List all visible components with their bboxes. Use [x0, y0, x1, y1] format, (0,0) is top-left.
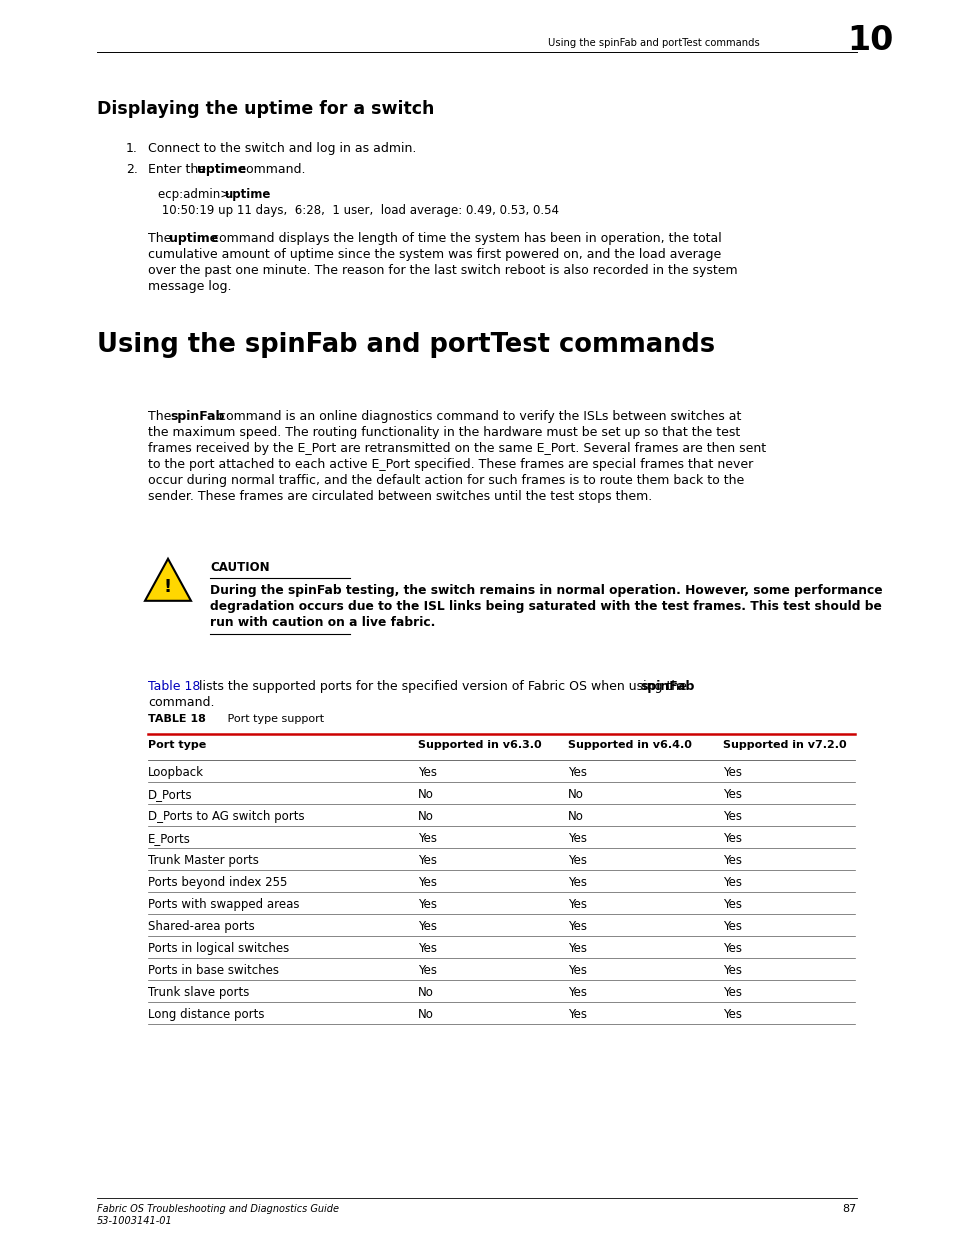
Text: Yes: Yes — [722, 853, 741, 867]
Text: During the spinFab testing, the switch remains in normal operation. However, som: During the spinFab testing, the switch r… — [210, 584, 882, 597]
Text: Yes: Yes — [567, 986, 586, 999]
Text: CAUTION: CAUTION — [210, 561, 270, 574]
Text: Yes: Yes — [722, 965, 741, 977]
Text: uptime: uptime — [224, 188, 270, 201]
Text: sender. These frames are circulated between switches until the test stops them.: sender. These frames are circulated betw… — [148, 490, 652, 503]
Text: E_Ports: E_Ports — [148, 832, 191, 845]
Text: Supported in v7.2.0: Supported in v7.2.0 — [722, 740, 845, 750]
Text: run with caution on a live fabric.: run with caution on a live fabric. — [210, 616, 435, 629]
Text: Yes: Yes — [417, 853, 436, 867]
Text: 87: 87 — [841, 1204, 856, 1214]
Text: No: No — [417, 788, 434, 802]
Text: Using the spinFab and portTest commands: Using the spinFab and portTest commands — [97, 332, 715, 358]
Text: 2.: 2. — [126, 163, 138, 177]
Text: 10:50:19 up 11 days,  6:28,  1 user,  load average: 0.49, 0.53, 0.54: 10:50:19 up 11 days, 6:28, 1 user, load … — [158, 204, 558, 217]
Text: Yes: Yes — [567, 766, 586, 779]
Text: command displays the length of time the system has been in operation, the total: command displays the length of time the … — [208, 232, 721, 245]
Text: D_Ports: D_Ports — [148, 788, 193, 802]
Text: over the past one minute. The reason for the last switch reboot is also recorded: over the past one minute. The reason for… — [148, 264, 737, 277]
Text: Loopback: Loopback — [148, 766, 204, 779]
Text: No: No — [567, 788, 583, 802]
Text: No: No — [567, 810, 583, 823]
Text: Yes: Yes — [567, 853, 586, 867]
Text: The: The — [148, 410, 175, 424]
Text: Yes: Yes — [722, 788, 741, 802]
Text: 53-1003141-01: 53-1003141-01 — [97, 1216, 172, 1226]
Text: Yes: Yes — [722, 942, 741, 955]
Text: Yes: Yes — [567, 1008, 586, 1021]
Text: command.: command. — [148, 697, 214, 709]
Text: Yes: Yes — [567, 965, 586, 977]
Text: the maximum speed. The routing functionality in the hardware must be set up so t: the maximum speed. The routing functiona… — [148, 426, 740, 438]
Polygon shape — [145, 558, 191, 600]
Text: Yes: Yes — [417, 766, 436, 779]
Text: Yes: Yes — [722, 832, 741, 845]
Text: Supported in v6.3.0: Supported in v6.3.0 — [417, 740, 541, 750]
Text: Ports in logical switches: Ports in logical switches — [148, 942, 289, 955]
Text: frames received by the E_Port are retransmitted on the same E_Port. Several fram: frames received by the E_Port are retran… — [148, 442, 765, 454]
Text: No: No — [417, 810, 434, 823]
Text: Yes: Yes — [567, 898, 586, 911]
Text: occur during normal traffic, and the default action for such frames is to route : occur during normal traffic, and the def… — [148, 474, 743, 487]
Text: Yes: Yes — [417, 876, 436, 889]
Text: The: The — [148, 232, 175, 245]
Text: Ports in base switches: Ports in base switches — [148, 965, 278, 977]
Text: Yes: Yes — [417, 832, 436, 845]
Text: message log.: message log. — [148, 280, 232, 293]
Text: Yes: Yes — [567, 942, 586, 955]
Text: Connect to the switch and log in as admin.: Connect to the switch and log in as admi… — [148, 142, 416, 156]
Text: !: ! — [164, 578, 172, 597]
Text: spinFab: spinFab — [170, 410, 224, 424]
Text: spinFab: spinFab — [639, 680, 694, 693]
Text: Trunk Master ports: Trunk Master ports — [148, 853, 258, 867]
Text: Yes: Yes — [567, 876, 586, 889]
Text: No: No — [417, 1008, 434, 1021]
Text: Yes: Yes — [417, 898, 436, 911]
Text: Yes: Yes — [722, 810, 741, 823]
Text: Yes: Yes — [417, 942, 436, 955]
Text: command is an online diagnostics command to verify the ISLs between switches at: command is an online diagnostics command… — [214, 410, 740, 424]
Text: to the port attached to each active E_Port specified. These frames are special f: to the port attached to each active E_Po… — [148, 458, 753, 471]
Text: 10: 10 — [846, 23, 892, 57]
Text: Ports with swapped areas: Ports with swapped areas — [148, 898, 299, 911]
Text: No: No — [417, 986, 434, 999]
Text: 1.: 1. — [126, 142, 138, 156]
Text: TABLE 18: TABLE 18 — [148, 714, 206, 724]
Text: Ports beyond index 255: Ports beyond index 255 — [148, 876, 287, 889]
Text: Yes: Yes — [722, 1008, 741, 1021]
Text: degradation occurs due to the ISL links being saturated with the test frames. Th: degradation occurs due to the ISL links … — [210, 600, 881, 613]
Text: Yes: Yes — [417, 965, 436, 977]
Text: Fabric OS Troubleshooting and Diagnostics Guide: Fabric OS Troubleshooting and Diagnostic… — [97, 1204, 338, 1214]
Text: uptime: uptime — [196, 163, 246, 177]
Text: lists the supported ports for the specified version of Fabric OS when using the: lists the supported ports for the specif… — [194, 680, 690, 693]
Text: Shared-area ports: Shared-area ports — [148, 920, 254, 932]
Text: Table 18: Table 18 — [148, 680, 200, 693]
Text: command.: command. — [234, 163, 305, 177]
Text: Yes: Yes — [722, 876, 741, 889]
Text: uptime: uptime — [169, 232, 218, 245]
Text: Trunk slave ports: Trunk slave ports — [148, 986, 249, 999]
Text: Yes: Yes — [722, 920, 741, 932]
Text: Port type support: Port type support — [210, 714, 324, 724]
Text: Long distance ports: Long distance ports — [148, 1008, 264, 1021]
Text: Displaying the uptime for a switch: Displaying the uptime for a switch — [97, 100, 434, 119]
Text: Supported in v6.4.0: Supported in v6.4.0 — [567, 740, 691, 750]
Text: Yes: Yes — [722, 986, 741, 999]
Text: ecp:admin>: ecp:admin> — [158, 188, 233, 201]
Text: Yes: Yes — [722, 898, 741, 911]
Text: Enter the: Enter the — [148, 163, 210, 177]
Text: cumulative amount of uptime since the system was first powered on, and the load : cumulative amount of uptime since the sy… — [148, 248, 720, 261]
Text: Using the spinFab and portTest commands: Using the spinFab and portTest commands — [548, 38, 760, 48]
Text: Yes: Yes — [567, 920, 586, 932]
Text: Yes: Yes — [417, 920, 436, 932]
Text: Yes: Yes — [722, 766, 741, 779]
Text: Port type: Port type — [148, 740, 206, 750]
Text: Yes: Yes — [567, 832, 586, 845]
Text: D_Ports to AG switch ports: D_Ports to AG switch ports — [148, 810, 304, 823]
